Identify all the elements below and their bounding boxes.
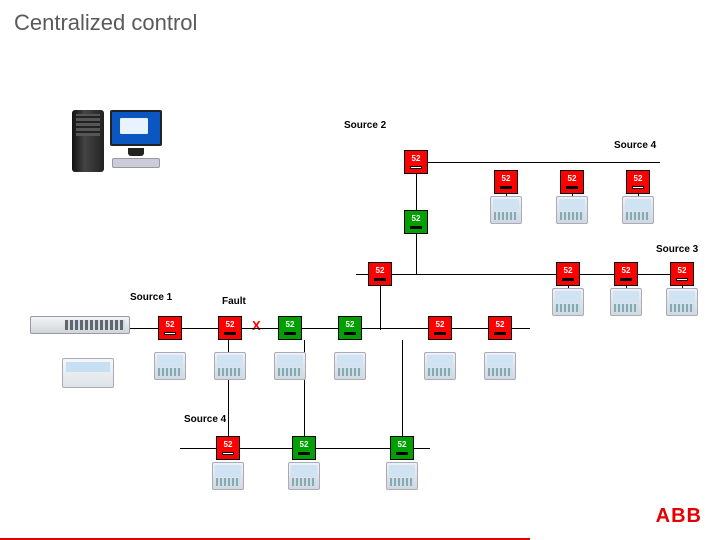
fault-x: X <box>252 318 261 333</box>
breaker-b_b2: 52 <box>292 436 316 460</box>
connection-line <box>402 340 403 448</box>
breaker-b_r3a: 52 <box>368 262 392 286</box>
monitor-image <box>110 110 162 146</box>
relay-device <box>556 196 588 224</box>
breaker-b_r3d: 52 <box>670 262 694 286</box>
breaker-b_s4c: 52 <box>626 170 650 194</box>
relay-device <box>424 352 456 380</box>
breaker-b_b3: 52 <box>390 436 414 460</box>
breaker-b_m5: 52 <box>428 316 452 340</box>
server-image <box>72 110 104 172</box>
label-source-1: Source 1 <box>130 292 172 303</box>
connection-line <box>428 162 660 163</box>
breaker-b_m2: 52 <box>218 316 242 340</box>
relay-device <box>490 196 522 224</box>
monitor-stand <box>128 148 144 156</box>
label-source-3: Source 3 <box>656 244 698 255</box>
network-switch-image <box>30 316 130 334</box>
relay-device <box>288 462 320 490</box>
label-source-4-top: Source 4 <box>614 140 656 151</box>
relay-device <box>622 196 654 224</box>
breaker-b_s4b: 52 <box>560 170 584 194</box>
relay-device <box>552 288 584 316</box>
breaker-b_r3b: 52 <box>556 262 580 286</box>
breaker-b_m4: 52 <box>338 316 362 340</box>
breaker-b_m1: 52 <box>158 316 182 340</box>
breaker-b_m3: 52 <box>278 316 302 340</box>
relay-device <box>610 288 642 316</box>
page-title: Centralized control <box>14 10 197 36</box>
breaker-b_mid: 52 <box>404 210 428 234</box>
breaker-b_b1: 52 <box>216 436 240 460</box>
breaker-b_m6: 52 <box>488 316 512 340</box>
keyboard-image <box>112 158 160 168</box>
label-source-4-bottom: Source 4 <box>184 414 226 425</box>
breaker-b_r3c: 52 <box>614 262 638 286</box>
connection-line <box>356 274 694 275</box>
relay-device <box>386 462 418 490</box>
breaker-b_s2: 52 <box>404 150 428 174</box>
connection-line <box>130 328 530 329</box>
connection-line <box>380 286 381 330</box>
relay-device <box>214 352 246 380</box>
relay-device <box>274 352 306 380</box>
relay-device <box>484 352 516 380</box>
relay-device <box>666 288 698 316</box>
relay-device <box>212 462 244 490</box>
label-fault: Fault <box>222 296 246 307</box>
relay-device <box>154 352 186 380</box>
brand-logo: ABB <box>656 505 702 528</box>
label-source-2: Source 2 <box>344 120 386 131</box>
relay-device <box>334 352 366 380</box>
controller-image <box>62 358 114 388</box>
breaker-b_s4a: 52 <box>494 170 518 194</box>
